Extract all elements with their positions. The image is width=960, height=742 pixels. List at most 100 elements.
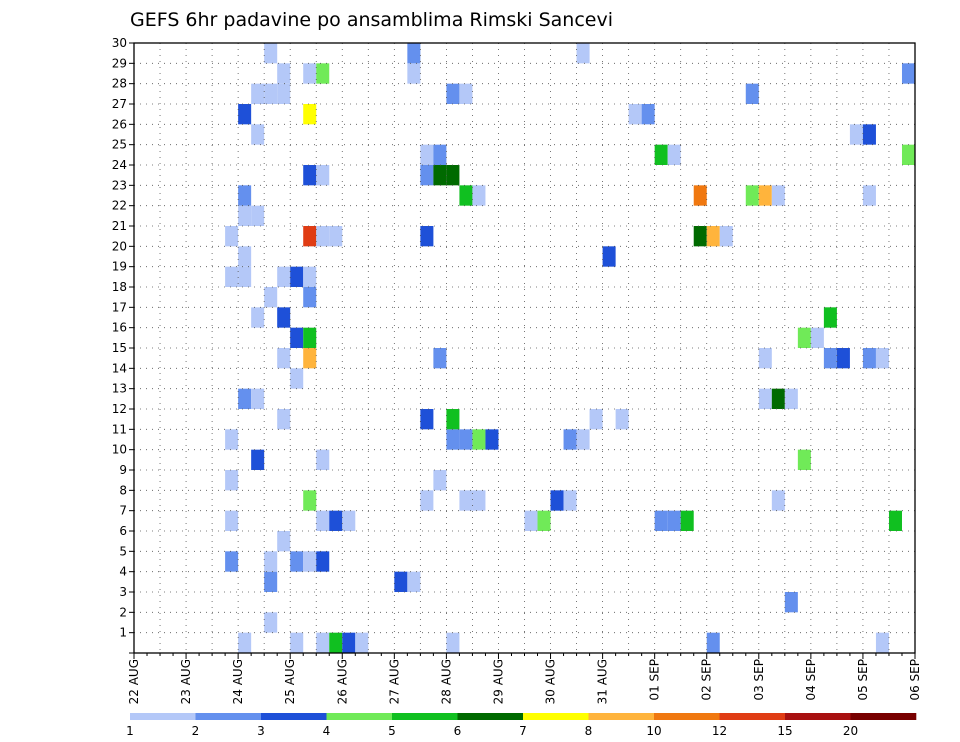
precip-cell — [446, 165, 460, 186]
precip-cell — [433, 144, 447, 165]
y-tick-label: 10 — [112, 443, 127, 457]
x-tick-label: 03 SEP — [752, 659, 766, 701]
precip-cell — [823, 307, 837, 328]
precip-cell — [745, 83, 759, 104]
precip-cell — [433, 348, 447, 369]
colorbar-swatch — [457, 713, 524, 720]
precip-cell — [472, 429, 486, 450]
precip-cell — [264, 43, 278, 64]
precip-cell — [316, 510, 330, 531]
precip-cell — [693, 185, 707, 206]
colorbar-label: 7 — [519, 724, 527, 738]
precip-cell — [875, 632, 889, 653]
y-tick-label: 24 — [112, 158, 127, 172]
precip-cell — [251, 449, 265, 470]
y-tick-label: 4 — [119, 565, 127, 579]
y-axis: 1234567891011121314151617181920212223242… — [112, 36, 134, 654]
precip-cell — [433, 165, 447, 186]
precip-cell — [303, 165, 317, 186]
colorbar-label: 1 — [126, 724, 134, 738]
y-tick-label: 9 — [119, 463, 127, 477]
y-tick-label: 8 — [119, 483, 127, 497]
precip-cell — [771, 185, 785, 206]
precip-cell — [303, 287, 317, 308]
x-tick-label: 26 AUG — [335, 659, 349, 704]
precip-cell — [329, 226, 343, 247]
precip-cell — [888, 510, 902, 531]
precip-cell — [446, 632, 460, 653]
precip-cell — [446, 429, 460, 450]
y-tick-label: 25 — [112, 138, 127, 152]
precip-cell — [875, 348, 889, 369]
precip-cell — [238, 632, 252, 653]
colorbar-label: 15 — [777, 724, 792, 738]
x-tick-label: 31 AUG — [596, 659, 610, 704]
precip-cell — [420, 165, 434, 186]
precip-cell — [459, 429, 473, 450]
y-tick-label: 28 — [112, 77, 127, 91]
precip-cell — [654, 144, 668, 165]
precip-cell — [758, 185, 772, 206]
colorbar-swatch — [719, 713, 786, 720]
y-tick-label: 15 — [112, 341, 127, 355]
chart-title: GEFS 6hr padavine po ansamblima Rimski S… — [130, 9, 613, 31]
colorbar-swatch — [326, 713, 393, 720]
precip-cell — [771, 388, 785, 409]
precip-cell — [706, 632, 720, 653]
y-tick-label: 29 — [112, 56, 127, 70]
precip-cell — [238, 205, 252, 226]
x-tick-label: 29 AUG — [491, 659, 505, 704]
precip-cell — [303, 327, 317, 348]
precip-cell — [706, 226, 720, 247]
precip-cell — [667, 510, 681, 531]
precip-cell — [238, 388, 252, 409]
precip-cell — [771, 490, 785, 511]
y-tick-label: 17 — [112, 300, 127, 314]
y-tick-label: 7 — [119, 504, 127, 518]
x-tick-label: 05 SEP — [856, 659, 870, 701]
precip-cell — [225, 510, 239, 531]
precip-cell — [277, 348, 291, 369]
colorbar-swatch — [785, 713, 851, 720]
precip-cell — [316, 165, 330, 186]
precip-cell — [472, 185, 486, 206]
precip-cell — [901, 63, 915, 84]
precip-cell — [849, 124, 863, 145]
precip-cell — [238, 104, 252, 125]
y-tick-label: 16 — [112, 321, 127, 335]
precip-cell — [459, 185, 473, 206]
precip-cell — [264, 612, 278, 633]
precip-cell — [433, 470, 447, 491]
precip-cell — [238, 246, 252, 267]
colorbar-swatch — [195, 713, 262, 720]
precip-cell — [680, 510, 694, 531]
colorbar-swatch — [523, 713, 589, 720]
colorbar-label: 8 — [585, 724, 593, 738]
precip-cell — [303, 551, 317, 572]
x-tick-label: 24 AUG — [231, 659, 245, 704]
colorbar-label: 20 — [843, 724, 858, 738]
precip-cell — [303, 266, 317, 287]
x-tick-label: 01 SEP — [648, 659, 662, 701]
precip-cell — [758, 348, 772, 369]
y-tick-label: 30 — [112, 36, 127, 50]
precip-cell — [823, 348, 837, 369]
precip-cell — [407, 43, 421, 64]
y-tick-label: 6 — [119, 524, 127, 538]
precip-cell — [290, 632, 304, 653]
precip-cell — [446, 83, 460, 104]
y-tick-label: 23 — [112, 178, 127, 192]
precip-cell — [485, 429, 499, 450]
precip-cell — [758, 388, 772, 409]
precip-cell — [264, 83, 278, 104]
precip-cell — [303, 490, 317, 511]
x-tick-label: 28 AUG — [439, 659, 453, 704]
colorbar-label: 2 — [192, 724, 200, 738]
precip-cell — [641, 104, 655, 125]
colorbar-label: 12 — [712, 724, 727, 738]
precip-cell — [342, 510, 356, 531]
precip-cell — [238, 266, 252, 287]
precip-cell — [407, 63, 421, 84]
precip-cell — [303, 226, 317, 247]
precip-cell — [394, 571, 408, 592]
